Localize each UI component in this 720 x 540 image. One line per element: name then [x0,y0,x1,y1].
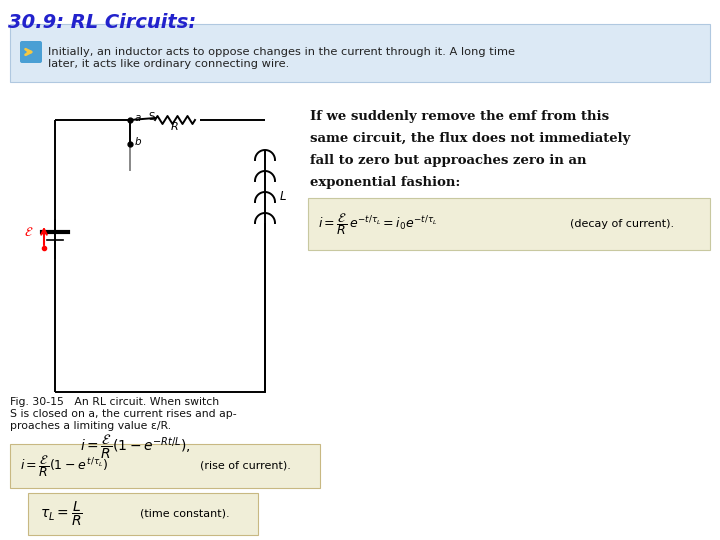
Text: R: R [171,122,179,132]
Text: $i = \dfrac{\mathcal{E}}{R}\, e^{-t/\tau_L} = i_0 e^{-t/\tau_L}$: $i = \dfrac{\mathcal{E}}{R}\, e^{-t/\tau… [318,211,437,237]
Text: (rise of current).: (rise of current). [200,461,291,471]
Text: 30.9: RL Circuits:: 30.9: RL Circuits: [8,13,196,32]
Text: (decay of current).: (decay of current). [570,219,674,229]
Text: later, it acts like ordinary connecting wire.: later, it acts like ordinary connecting … [48,59,289,69]
Text: If we suddenly remove the emf from this: If we suddenly remove the emf from this [310,110,609,123]
Text: Fig. 30-15   An RL circuit. When switch: Fig. 30-15 An RL circuit. When switch [10,397,219,407]
Text: proaches a limiting value ε/R.: proaches a limiting value ε/R. [10,421,171,431]
Text: S is closed on a, the current rises and ap-: S is closed on a, the current rises and … [10,409,237,419]
Text: Initially, an inductor acts to oppose changes in the current through it. A long : Initially, an inductor acts to oppose ch… [48,47,515,57]
Text: $\mathcal{E}$: $\mathcal{E}$ [24,226,33,239]
Text: $i = \dfrac{\mathcal{E}}{R} \left(1 - e^{\,t/\tau_L}\right)$: $i = \dfrac{\mathcal{E}}{R} \left(1 - e^… [20,453,109,479]
FancyBboxPatch shape [20,41,42,63]
Text: (time constant).: (time constant). [140,509,230,519]
Text: fall to zero but approaches zero in an: fall to zero but approaches zero in an [310,154,587,167]
Text: S: S [148,112,155,122]
FancyBboxPatch shape [28,493,258,535]
Text: $\tau_L = \dfrac{L}{R}$: $\tau_L = \dfrac{L}{R}$ [40,500,83,528]
FancyBboxPatch shape [10,444,320,488]
Text: b: b [135,137,142,147]
Text: same circuit, the flux does not immediately: same circuit, the flux does not immediat… [310,132,631,145]
Text: a: a [135,113,141,123]
Text: L: L [280,190,287,203]
FancyBboxPatch shape [308,198,710,250]
Text: exponential fashion:: exponential fashion: [310,176,460,189]
Text: $i = \dfrac{\mathcal{E}}{R} \left(1 - e^{-Rt/L}\right),$: $i = \dfrac{\mathcal{E}}{R} \left(1 - e^… [80,433,191,461]
FancyBboxPatch shape [10,24,710,82]
